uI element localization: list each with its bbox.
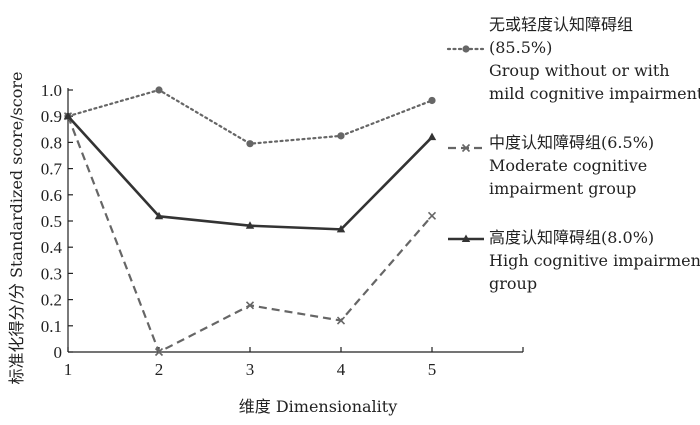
y-tick-label: 0.7 xyxy=(41,160,63,179)
data-point xyxy=(63,111,73,120)
legend-label: 无或轻度认知障碍组 xyxy=(489,15,633,34)
legend-label: High cognitive impairment xyxy=(489,251,700,270)
legend-marker-3 xyxy=(461,234,471,242)
y-tick-label: 0.9 xyxy=(41,107,62,126)
y-tick-label: 0.3 xyxy=(41,264,62,283)
y-axis-title: 标准化得分/分 Standardized score/score xyxy=(7,72,26,385)
legend-entry-1: 无或轻度认知障碍组 (85.5%) Group without or with mil… xyxy=(446,15,700,103)
series-2 xyxy=(63,112,437,357)
y-tick-label: 0 xyxy=(54,343,63,362)
x-tick-label: 3 xyxy=(246,360,255,379)
legend-label: 高度认知障碍组(8.0%) xyxy=(489,228,654,247)
x-axis-title: 维度 Dimensionality xyxy=(239,397,398,416)
y-tick-label: 1.0 xyxy=(41,81,62,100)
series-1-line xyxy=(66,88,434,145)
axes: 0 0.1 0.2 0.3 0.4 0.5 0.6 0.7 0.8 0.9 1.0 1 2 3 4 5 xyxy=(41,81,524,379)
series-3 xyxy=(63,111,437,233)
y-tick-label: 0.1 xyxy=(41,317,62,336)
series-1 xyxy=(64,86,436,148)
data-point xyxy=(428,96,436,105)
legend-label: (85.5%) xyxy=(489,38,552,57)
x-tick-label: 1 xyxy=(64,360,73,379)
data-point-stroke xyxy=(427,211,437,220)
x-tick-label: 2 xyxy=(155,360,164,379)
data-point xyxy=(155,86,163,94)
data-point xyxy=(336,316,346,325)
y-tick-label: 0.5 xyxy=(41,212,62,231)
data-point xyxy=(245,301,255,310)
data-point xyxy=(427,132,437,141)
legend-marker-2 xyxy=(461,143,471,153)
data-point xyxy=(337,132,345,140)
data-point xyxy=(245,221,255,229)
data-point-stroke xyxy=(154,347,164,357)
series-layer xyxy=(63,86,437,357)
legend-label: impairment group xyxy=(489,179,636,198)
y-tick-label: 0.2 xyxy=(41,291,62,310)
legend-label: group xyxy=(489,274,537,293)
legend-label: 中度认知障碍组(6.5%) xyxy=(489,133,654,152)
legend-label: Group without or with xyxy=(489,61,670,80)
legend-label: mild cognitive impairment xyxy=(489,84,700,103)
legend-entry-2: 中度认知障碍组(6.5%) Moderate cognitive impairmen… xyxy=(448,133,654,198)
legend-marker-2-stroke xyxy=(461,143,471,153)
data-point xyxy=(246,140,254,148)
data-point-stroke xyxy=(336,316,346,325)
legend: 无或轻度认知障碍组 (85.5%) Group without or with mil… xyxy=(446,15,700,293)
legend-entry-3: 高度认知障碍组(8.0%) High cognitive impairment gr… xyxy=(448,228,700,293)
y-tick-label: 0.8 xyxy=(41,133,62,152)
x-tick-label: 4 xyxy=(337,360,346,379)
legend-marker-1 xyxy=(462,45,470,53)
y-tick-label: 0.6 xyxy=(41,186,62,205)
data-point xyxy=(427,211,437,220)
data-point-stroke xyxy=(245,301,255,310)
legend-label: Moderate cognitive xyxy=(489,156,647,175)
data-point xyxy=(154,347,164,357)
series-2-line xyxy=(66,115,433,354)
x-tick-label: 5 xyxy=(428,360,437,379)
data-point xyxy=(336,224,346,233)
series-3-line xyxy=(67,115,433,231)
data-point xyxy=(154,211,164,220)
y-tick-label: 0.4 xyxy=(41,238,63,257)
